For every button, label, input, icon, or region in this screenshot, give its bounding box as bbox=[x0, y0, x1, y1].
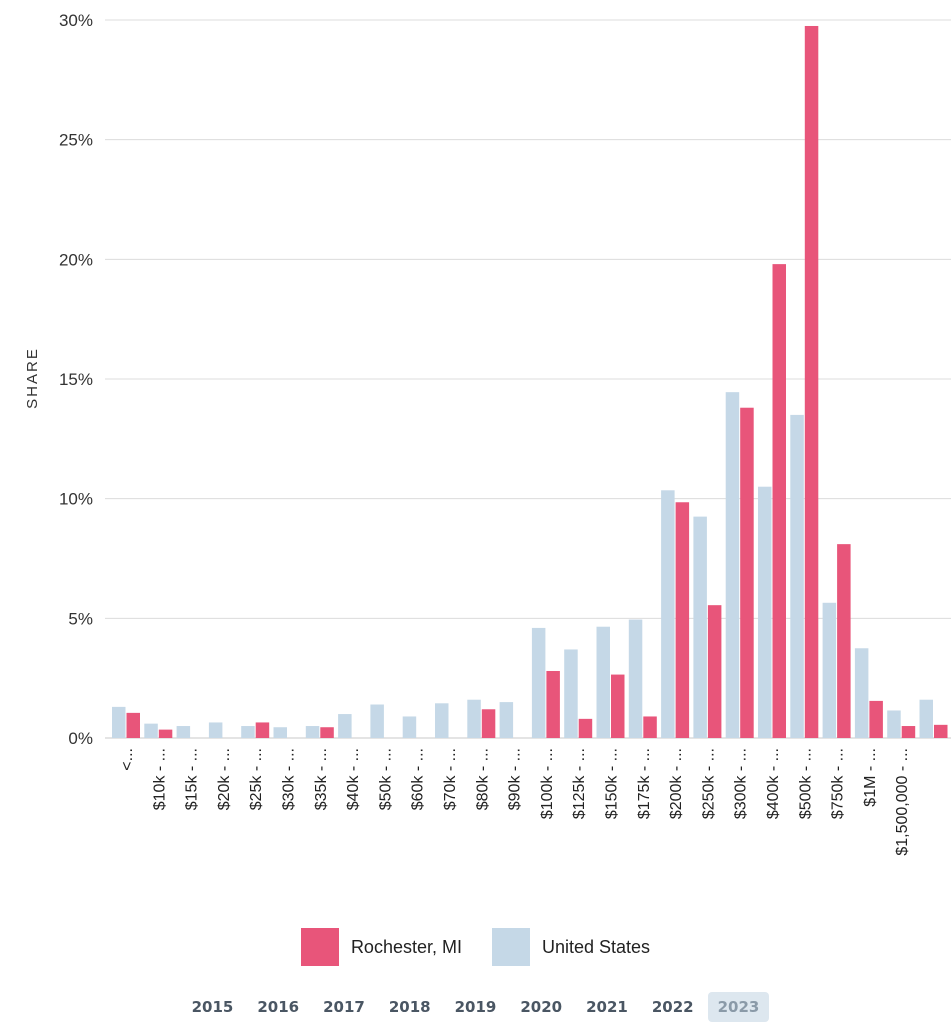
x-tick-label: $175k - ... bbox=[636, 748, 653, 819]
y-tick-label: 20% bbox=[59, 250, 93, 269]
bar-united-states[interactable] bbox=[693, 516, 707, 738]
x-tick-label: $500k - ... bbox=[797, 748, 814, 819]
year-selector: 2015 2016 2017 2018 2019 2020 2021 2022 2023 bbox=[0, 990, 951, 1024]
bar-rochester[interactable] bbox=[126, 712, 141, 738]
bar-united-states[interactable] bbox=[887, 710, 901, 738]
year-tab-2015[interactable]: 2015 bbox=[191, 998, 234, 1016]
x-tick-label: $15k - ... bbox=[184, 748, 201, 810]
x-tick-label: $400k - ... bbox=[765, 748, 782, 819]
x-tick-label: $1M - ... bbox=[862, 748, 879, 807]
x-tick-label: $70k - ... bbox=[442, 748, 459, 810]
year-tab-2021[interactable]: 2021 bbox=[586, 998, 628, 1016]
bar-united-states[interactable] bbox=[305, 726, 320, 738]
bar-rochester[interactable] bbox=[255, 722, 270, 738]
bar-united-states[interactable] bbox=[822, 602, 837, 738]
y-tick-label: 15% bbox=[59, 370, 93, 389]
y-axis-ticks: 0% 5% 10% 15% 20% 25% 30% bbox=[59, 11, 93, 748]
year-tab-2016[interactable]: 2016 bbox=[257, 998, 300, 1016]
year-tab-2018[interactable]: 2018 bbox=[388, 998, 431, 1016]
bar-united-states[interactable] bbox=[596, 626, 611, 738]
bar-chart: 0% 5% 10% 15% 20% 25% 30% SHARE <... $10k - ...… bbox=[24, 11, 951, 856]
x-tick-label: $50k - ... bbox=[377, 748, 394, 810]
bar-united-states[interactable] bbox=[370, 704, 384, 738]
year-tab-2022[interactable]: 2022 bbox=[651, 998, 694, 1016]
legend-item-rochester[interactable]: Rochester, MI bbox=[300, 928, 462, 966]
bar-united-states[interactable] bbox=[338, 714, 352, 738]
year-tab-2019[interactable]: 2019 bbox=[454, 998, 497, 1016]
y-tick-label: 5% bbox=[68, 609, 93, 628]
year-tab-2023[interactable]: 2023 bbox=[707, 992, 770, 1022]
bar-rochester[interactable] bbox=[611, 674, 625, 738]
bar-rochester[interactable] bbox=[320, 727, 334, 738]
x-tick-label: <... bbox=[119, 748, 136, 771]
bar-united-states[interactable] bbox=[564, 649, 578, 738]
legend-swatch-united-states bbox=[491, 928, 530, 966]
x-tick-label: $80k - ... bbox=[474, 748, 491, 810]
bar-rochester[interactable] bbox=[804, 25, 819, 738]
bar-rochester[interactable] bbox=[481, 709, 496, 738]
x-tick-label: $1,500,000 - ... bbox=[894, 748, 911, 856]
legend-label-united-states: United States bbox=[541, 936, 651, 957]
bar-united-states[interactable] bbox=[241, 726, 255, 738]
bar-united-states[interactable] bbox=[499, 702, 514, 738]
bar-united-states[interactable] bbox=[854, 648, 869, 738]
bar-rochester[interactable] bbox=[578, 718, 593, 738]
bar-rochester[interactable] bbox=[675, 502, 690, 738]
year-tab-2020[interactable]: 2020 bbox=[520, 998, 563, 1016]
legend-swatch-rochester bbox=[300, 928, 339, 966]
bar-rochester[interactable] bbox=[546, 670, 560, 738]
x-tick-label: $25k - ... bbox=[248, 748, 265, 810]
x-tick-label: $35k - ... bbox=[313, 748, 330, 810]
bar-rochester[interactable] bbox=[772, 264, 787, 738]
x-tick-label: $90k - ... bbox=[507, 748, 524, 810]
x-tick-label: $30k - ... bbox=[281, 748, 298, 810]
x-tick-label: $125k - ... bbox=[571, 748, 588, 819]
bar-united-states[interactable] bbox=[628, 619, 643, 738]
bar-united-states[interactable] bbox=[531, 627, 546, 738]
y-tick-label: 30% bbox=[59, 11, 93, 30]
bar-rochester[interactable] bbox=[643, 716, 657, 738]
x-tick-label: $750k - ... bbox=[830, 748, 847, 819]
gridlines bbox=[105, 19, 951, 739]
bar-united-states[interactable] bbox=[467, 699, 481, 738]
x-tick-label: $10k - ... bbox=[151, 748, 168, 810]
x-tick-label: $100k - ... bbox=[539, 748, 556, 819]
bar-rochester[interactable] bbox=[837, 544, 851, 738]
bar-rochester[interactable] bbox=[934, 724, 948, 738]
x-tick-label: $200k - ... bbox=[668, 748, 685, 819]
bar-united-states[interactable] bbox=[402, 716, 417, 738]
year-tab-2017[interactable]: 2017 bbox=[323, 998, 365, 1016]
legend: Rochester, MI United States bbox=[0, 925, 951, 969]
bar-united-states[interactable] bbox=[144, 723, 158, 738]
y-tick-label: 10% bbox=[59, 490, 93, 509]
x-tick-label: $300k - ... bbox=[733, 748, 750, 819]
x-tick-label: $40k - ... bbox=[345, 748, 362, 810]
bar-united-states[interactable] bbox=[790, 414, 804, 738]
bar-united-states[interactable] bbox=[919, 699, 934, 738]
bar-united-states[interactable] bbox=[112, 706, 126, 738]
y-axis-label: SHARE bbox=[24, 347, 41, 409]
y-tick-label: 25% bbox=[59, 131, 93, 150]
bar-united-states[interactable] bbox=[273, 727, 288, 738]
bars bbox=[112, 25, 948, 738]
legend-item-united-states[interactable]: United States bbox=[491, 928, 651, 966]
x-axis-ticks: <... $10k - ... $15k - ... $20k - ... $25k -… bbox=[119, 748, 911, 856]
bar-united-states[interactable] bbox=[661, 490, 675, 738]
bar-rochester[interactable] bbox=[869, 700, 883, 738]
x-tick-label: $150k - ... bbox=[604, 748, 621, 819]
bar-united-states[interactable] bbox=[758, 486, 772, 738]
x-tick-label: $60k - ... bbox=[410, 748, 427, 810]
bar-rochester[interactable] bbox=[707, 605, 722, 738]
bar-united-states[interactable] bbox=[435, 703, 449, 738]
legend-label-rochester: Rochester, MI bbox=[350, 936, 462, 957]
bar-united-states[interactable] bbox=[208, 722, 223, 738]
x-tick-label: $250k - ... bbox=[700, 748, 717, 819]
y-tick-label: 0% bbox=[68, 729, 93, 748]
x-tick-label: $20k - ... bbox=[216, 748, 233, 810]
bar-rochester[interactable] bbox=[158, 729, 173, 738]
bar-united-states[interactable] bbox=[176, 726, 191, 738]
bar-united-states[interactable] bbox=[725, 392, 740, 738]
bar-rochester[interactable] bbox=[740, 407, 754, 738]
bar-rochester[interactable] bbox=[901, 726, 916, 738]
